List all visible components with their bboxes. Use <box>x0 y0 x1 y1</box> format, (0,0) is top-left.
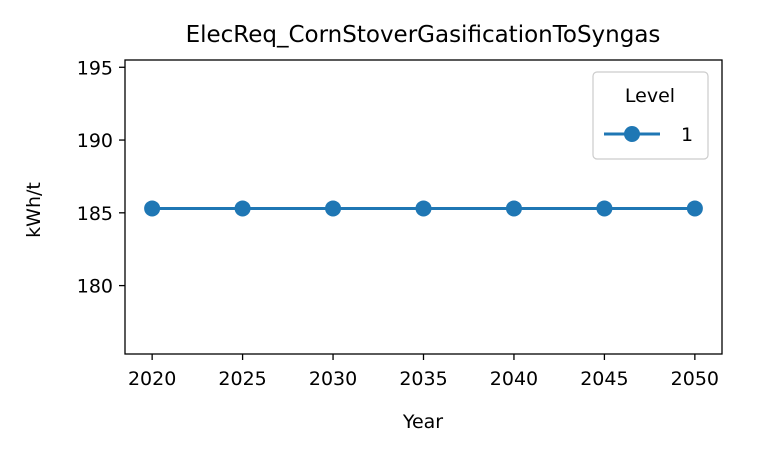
y-tick-label: 180 <box>77 276 113 298</box>
x-tick-label: 2020 <box>128 368 176 390</box>
data-point <box>325 200 342 217</box>
x-axis-ticks: 2020 2025 2030 2035 2040 2045 2050 <box>128 354 719 390</box>
series-layer <box>144 200 703 217</box>
y-tick-label: 195 <box>77 57 113 79</box>
x-tick-label: 2045 <box>580 368 628 390</box>
y-tick-label: 190 <box>77 130 113 152</box>
data-point <box>144 200 161 217</box>
legend-marker-sample <box>624 126 640 142</box>
legend-title: Level <box>625 85 675 107</box>
data-point <box>234 200 251 217</box>
data-point <box>596 200 613 217</box>
x-tick-label: 2040 <box>490 368 538 390</box>
data-point <box>686 200 703 217</box>
y-axis-ticks: 180 185 190 195 <box>77 57 125 298</box>
y-axis-label: kWh/t <box>23 182 45 238</box>
legend-entry-label: 1 <box>681 124 693 146</box>
x-tick-label: 2035 <box>399 368 447 390</box>
chart-title: ElecReq_CornStoverGasificationToSyngas <box>186 22 661 48</box>
x-tick-label: 2050 <box>671 368 719 390</box>
data-point <box>415 200 432 217</box>
x-axis-label: Year <box>402 411 443 433</box>
legend-frame <box>592 71 709 160</box>
y-tick-label: 185 <box>77 203 113 225</box>
x-tick-label: 2030 <box>309 368 357 390</box>
x-tick-label: 2025 <box>218 368 266 390</box>
legend: Level 1 <box>592 71 709 160</box>
data-point <box>505 200 522 217</box>
